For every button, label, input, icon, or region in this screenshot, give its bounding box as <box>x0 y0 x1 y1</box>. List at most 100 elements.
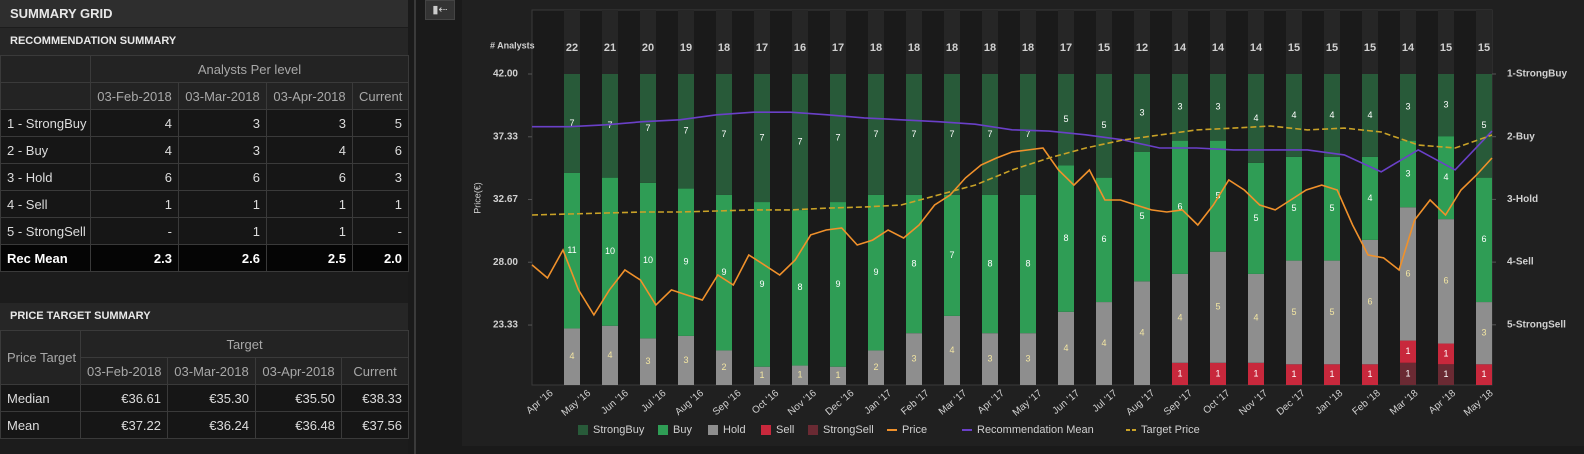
bar-segment <box>678 335 694 385</box>
y2-tick-label: 4-Sell <box>1507 257 1534 268</box>
analyst-count: 14 <box>1174 42 1187 54</box>
bar-segment <box>1324 260 1340 365</box>
bar-segment <box>1058 74 1074 166</box>
cell: 2.6 <box>178 244 267 272</box>
legend-swatch <box>808 425 818 435</box>
bar-segment <box>792 365 808 385</box>
segment-label: 8 <box>1063 233 1068 243</box>
segment-label: 10 <box>605 246 615 256</box>
bar-segment <box>1286 156 1302 261</box>
bar-segment <box>982 74 998 195</box>
line-series <box>532 111 1493 173</box>
bar-column-shade <box>830 10 846 74</box>
bar-segment <box>564 172 580 329</box>
collapse-button[interactable]: ▮⇠ <box>425 0 455 20</box>
column-header: 03-Apr-2018 <box>266 82 353 110</box>
legend-label: Recommendation Mean <box>977 424 1094 436</box>
segment-label: 8 <box>1025 258 1030 268</box>
bar-segment <box>1362 156 1378 240</box>
section-title: RECOMMENDATION SUMMARY <box>0 28 408 55</box>
segment-label: 9 <box>873 267 878 277</box>
row-label: Mean <box>0 411 81 439</box>
segment-label: 4 <box>1291 110 1296 120</box>
bar-segment <box>982 333 998 385</box>
segment-label: 4 <box>569 351 574 361</box>
analyst-count: 15 <box>1364 42 1376 54</box>
segment-label: 1 <box>1215 368 1220 378</box>
segment-label: 9 <box>683 257 688 267</box>
row-label: 4 - Sell <box>0 190 91 218</box>
legend-label: Price <box>902 424 927 436</box>
analyst-count: 18 <box>984 42 996 54</box>
segment-label: 7 <box>569 118 574 128</box>
table-row: Mean €37.22 €36.24 €36.48 €37.56 <box>0 411 410 439</box>
bar-segment <box>1210 74 1226 141</box>
cell: €35.30 <box>167 384 256 412</box>
bar-column-shade <box>792 10 808 74</box>
table-row: 1 - StrongBuy 4 3 3 5 <box>0 109 410 137</box>
summary-grid: SUMMARY GRID RECOMMENDATION SUMMARY Anal… <box>0 0 410 454</box>
segment-label: 8 <box>987 258 992 268</box>
bar-segment <box>1476 302 1492 365</box>
segment-label: 7 <box>683 126 688 136</box>
bar-segment <box>1172 140 1188 274</box>
cell: 4 <box>90 109 179 137</box>
bar-segment <box>944 194 960 316</box>
bar-column-shade <box>1134 10 1150 74</box>
column-header: 03-Mar-2018 <box>167 357 256 385</box>
y-tick-label: 37.33 <box>493 131 518 142</box>
segment-label: 3 <box>987 353 992 363</box>
segment-label: 7 <box>949 250 954 260</box>
segment-label: 1 <box>1481 369 1486 379</box>
bar-column-shade <box>868 10 884 74</box>
bar-column-shade <box>906 10 922 74</box>
bar-segment <box>1096 177 1112 303</box>
segment-label: 4 <box>1367 110 1372 120</box>
segment-label: 6 <box>1481 234 1486 244</box>
segment-label: 1 <box>1253 368 1258 378</box>
bar-segment <box>1286 74 1302 157</box>
cell: €36.48 <box>255 411 342 439</box>
segment-label: 7 <box>911 129 916 139</box>
table-row: 2 - Buy 4 3 4 6 <box>0 136 410 164</box>
row-label: 3 - Hold <box>0 163 91 191</box>
bar-segment <box>1438 364 1454 385</box>
cell: 1 <box>90 190 179 218</box>
bar-segment <box>1248 273 1264 363</box>
y2-tick-label: 1-StrongBuy <box>1507 69 1567 80</box>
bar-column-shade <box>678 10 694 74</box>
row-label: Median <box>0 384 81 412</box>
analyst-count: 22 <box>566 42 578 54</box>
bar-segment <box>716 194 732 351</box>
segment-label: 7 <box>949 129 954 139</box>
segment-label: 4 <box>1101 338 1106 348</box>
bar-column-shade <box>1248 10 1264 74</box>
row-label: 2 - Buy <box>0 136 91 164</box>
segment-label: 1 <box>1443 348 1448 358</box>
cell: €36.61 <box>80 384 168 412</box>
bar-segment <box>1324 364 1340 385</box>
bar-segment <box>1020 333 1036 385</box>
header-row: Analysts Per level <box>0 55 410 83</box>
bar-segment <box>1286 260 1302 365</box>
row-header: Price Target <box>0 330 81 385</box>
column-header: 03-Apr-2018 <box>255 357 342 385</box>
segment-label: 7 <box>873 129 878 139</box>
bar-segment <box>868 74 884 195</box>
segment-label: 4 <box>949 345 954 355</box>
cell: 3 <box>351 163 410 191</box>
bar-segment <box>678 188 694 336</box>
bar-segment <box>944 315 960 385</box>
legend-label: Target Price <box>1141 424 1200 436</box>
bar-column-shade <box>1362 10 1378 74</box>
bar-segment <box>1362 364 1378 385</box>
bar-column-shade <box>716 10 732 74</box>
segment-label: 4 <box>607 350 612 360</box>
cell: 1 <box>266 190 353 218</box>
analyst-count: 18 <box>908 42 920 54</box>
analyst-count: 17 <box>756 42 768 54</box>
cell: 4 <box>266 136 353 164</box>
chart: # AnalystsPrice(€)42.0037.3332.6728.0023… <box>462 0 1584 446</box>
segment-label: 3 <box>1025 353 1030 363</box>
analyst-count: 19 <box>680 42 692 54</box>
